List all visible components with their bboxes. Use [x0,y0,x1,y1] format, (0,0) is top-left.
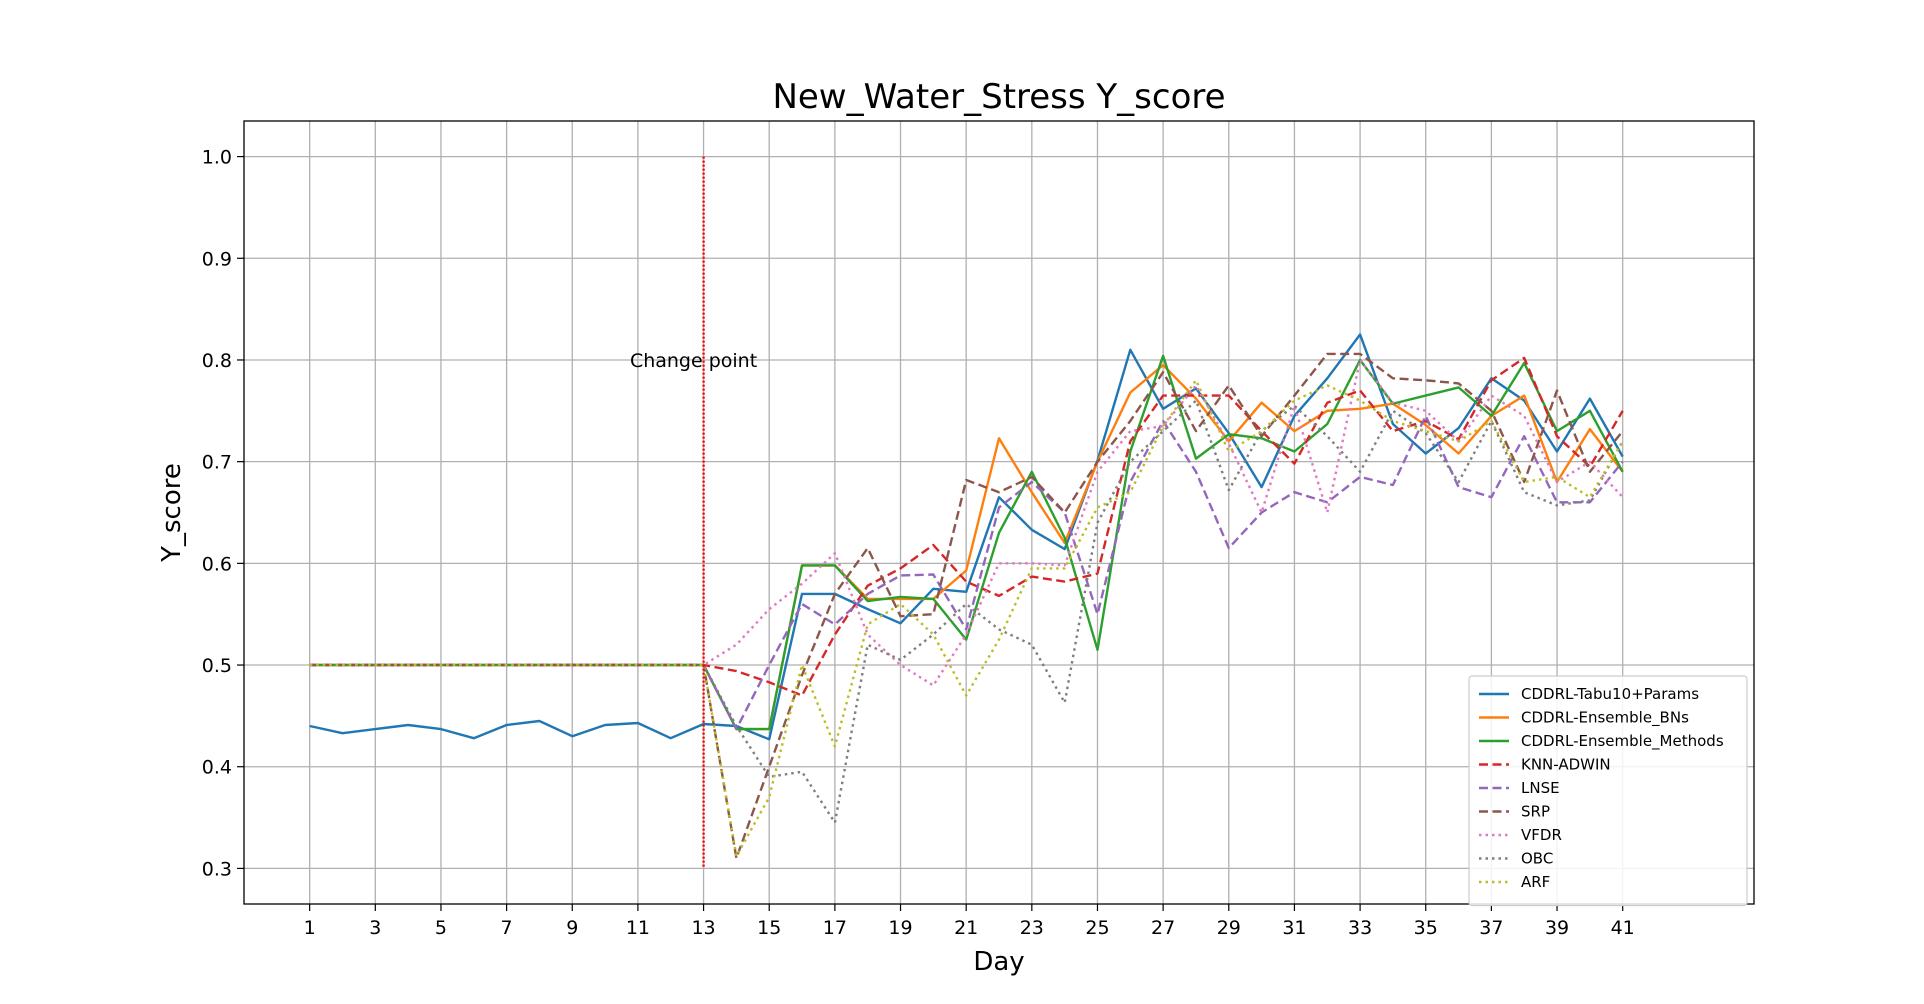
y-tick-label: 0.8 [202,350,232,372]
chart-title: New_Water_Stress Y_score [772,77,1225,117]
legend-label: VFDR [1521,826,1562,844]
x-tick-label: 37 [1479,917,1503,939]
legend-label: ARF [1521,873,1550,891]
x-tick-label: 7 [501,917,513,939]
x-tick-label: 15 [757,917,781,939]
change-point-marker: Change point [630,156,757,869]
x-tick-label: 19 [888,917,912,939]
x-tick-label: 17 [823,917,847,939]
y-tick-label: 0.5 [202,655,232,677]
x-tick-label: 21 [954,917,978,939]
y-tick-label: 1.0 [202,147,232,169]
x-axis-label: Day [973,947,1024,977]
x-tick-label: 27 [1151,917,1175,939]
x-tick-label: 41 [1611,917,1635,939]
x-tick-label: 13 [691,917,715,939]
legend-label: CDDRL-Ensemble_Methods [1521,732,1724,751]
legend-box [1468,675,1748,907]
x-tick-label: 5 [435,917,447,939]
x-tick-label: 31 [1282,917,1306,939]
y-tick-label: 0.3 [202,858,232,880]
legend-label: CDDRL-Tabu10+Params [1521,685,1699,703]
legend-label: OBC [1521,850,1553,868]
x-tick-label: 23 [1020,917,1044,939]
change-point-label: Change point [630,350,757,372]
series-line-arf [309,379,1624,858]
x-tick-label: 25 [1085,917,1109,939]
x-tick-label: 9 [566,917,578,939]
y-tick-label: 0.7 [202,452,232,474]
x-tick-label: 35 [1414,917,1438,939]
plot-series [309,333,1624,860]
x-tick-label: 29 [1217,917,1241,939]
x-tick-label: 1 [304,917,316,939]
y-tick-label: 0.6 [202,553,232,575]
x-tick-label: 33 [1348,917,1372,939]
series-line-srp [309,352,1624,860]
y-axis-ticks: 0.3 0.4 0.5 0.6 0.7 0.8 0.9 1.0 [202,147,244,880]
legend: CDDRL-Tabu10+Params CDDRL-Ensemble_BNs CDD… [1468,675,1748,907]
y-tick-label: 0.4 [202,757,232,779]
x-axis-ticks: 1 3 5 7 9 11 13 15 17 19 21 23 25 27 29 31 33 35 37 39 41 [304,904,1635,939]
x-tick-label: 39 [1545,917,1569,939]
y-axis-label: Y_score [157,463,187,563]
legend-label: KNN-ADWIN [1521,756,1611,774]
series-line-cddrl-tabu10-params [309,333,1624,741]
y-tick-label: 0.9 [202,248,232,270]
legend-label: CDDRL-Ensemble_BNs [1521,709,1689,728]
legend-label: LNSE [1521,779,1560,797]
x-tick-label: 3 [369,917,381,939]
x-tick-label: 11 [626,917,650,939]
plot-frame [243,120,1755,905]
legend-label: SRP [1521,803,1550,821]
